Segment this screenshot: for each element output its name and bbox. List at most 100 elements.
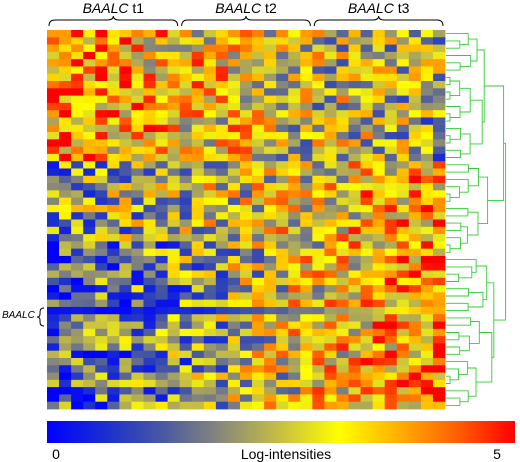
dendrogram-branch (446, 127, 461, 140)
heatmap-cell (155, 394, 169, 403)
heatmap-cell (252, 73, 265, 82)
heatmap-cell (300, 270, 313, 279)
heatmap-cell (288, 102, 301, 111)
heatmap-cell (191, 379, 205, 388)
heatmap-cell (143, 168, 156, 177)
heatmap-cell (215, 37, 229, 45)
heatmap-cell (252, 95, 265, 104)
heatmap-cell (348, 73, 361, 82)
heatmap-cell (119, 401, 132, 410)
heatmap-cell (47, 234, 60, 242)
heatmap-cell (131, 350, 144, 359)
heatmap-cell (300, 219, 313, 228)
heatmap-cell (71, 153, 84, 162)
heatmap-cell (372, 183, 386, 191)
row-annotation-label: BAALC (2, 310, 36, 321)
heatmap-cell (312, 117, 325, 126)
heatmap-cell (107, 153, 120, 162)
heatmap-cell (360, 168, 374, 177)
heatmap-cell (179, 132, 193, 140)
heatmap-cell (179, 175, 193, 184)
heatmap-cell (203, 51, 217, 60)
heatmap-cell (143, 343, 156, 352)
heatmap-cell (276, 285, 289, 293)
heatmap-cell (203, 197, 217, 206)
heatmap-cell (312, 81, 325, 89)
heatmap-cell (191, 51, 205, 60)
heatmap-cell (336, 263, 349, 271)
heatmap-cell (179, 241, 193, 250)
heatmap-cell (71, 263, 84, 271)
dendrogram-branch (446, 302, 469, 312)
heatmap-cell (47, 44, 60, 53)
heatmap-cell (155, 30, 169, 38)
heatmap-cell (227, 66, 241, 75)
heatmap-cell (191, 292, 205, 301)
group-level-label: t1 (129, 0, 145, 16)
heatmap-cell (47, 37, 60, 45)
heatmap-cell (107, 314, 120, 322)
dendrogram-branch (446, 361, 469, 375)
heatmap-cell (131, 153, 144, 162)
heatmap-cell (324, 110, 337, 118)
heatmap-cell (384, 73, 398, 82)
heatmap-cell (288, 37, 301, 45)
heatmap-cell (47, 146, 60, 155)
heatmap-cell (276, 270, 289, 279)
heatmap-cell (59, 197, 72, 206)
heatmap-cell (324, 197, 337, 206)
heatmap-cell (432, 190, 446, 199)
heatmap-cell (179, 277, 193, 286)
heatmap-cell (372, 350, 386, 359)
heatmap-cell (227, 204, 241, 213)
heatmap-cell (396, 219, 410, 228)
heatmap-cell (432, 314, 446, 322)
heatmap-cell (288, 219, 301, 228)
colorbar-title: Log-intensities (241, 446, 331, 462)
heatmap-cell (276, 132, 289, 140)
heatmap-cell (276, 306, 289, 315)
heatmap-cell (288, 285, 301, 293)
heatmap-cell (179, 146, 193, 155)
heatmap-cell (191, 226, 205, 235)
heatmap-cell (420, 219, 434, 228)
heatmap-cell (252, 401, 265, 410)
heatmap-cell (408, 175, 422, 184)
heatmap-cell (336, 277, 349, 286)
heatmap-cell (47, 59, 60, 67)
heatmap-cell (336, 146, 349, 155)
heatmap-cell (348, 306, 361, 315)
heatmap-cell (324, 357, 337, 366)
heatmap-cell (264, 110, 277, 118)
heatmap-cell (312, 401, 325, 410)
heatmap-cell (167, 234, 181, 242)
heatmap-cell (59, 285, 72, 293)
heatmap-cell (360, 132, 374, 140)
heatmap-cell (276, 37, 289, 45)
heatmap-cell (179, 44, 193, 53)
dendrogram-branch (468, 291, 484, 308)
heatmap-cell (372, 66, 386, 75)
heatmap-cell (276, 66, 289, 75)
heatmap-cell (95, 336, 108, 344)
heatmap-cell (432, 328, 446, 337)
heatmap-cell (107, 73, 120, 82)
heatmap-cell (155, 132, 169, 140)
heatmap-cell (119, 219, 132, 228)
heatmap-cell (420, 197, 434, 206)
heatmap-cell (59, 394, 72, 403)
heatmap-cell (372, 292, 386, 301)
heatmap-cell (300, 394, 313, 403)
heatmap-cell (227, 139, 241, 148)
heatmap-cell (336, 51, 349, 60)
heatmap-cell (179, 336, 193, 344)
heatmap-cell (227, 314, 241, 322)
heatmap-cell (264, 175, 277, 184)
heatmap-cell (324, 328, 337, 337)
heatmap-cell (324, 365, 337, 373)
heatmap-cell (59, 73, 72, 82)
heatmap-cell (47, 299, 60, 308)
heatmap-cell (384, 219, 398, 228)
heatmap-cell (203, 37, 217, 45)
heatmap-cell (179, 102, 193, 111)
